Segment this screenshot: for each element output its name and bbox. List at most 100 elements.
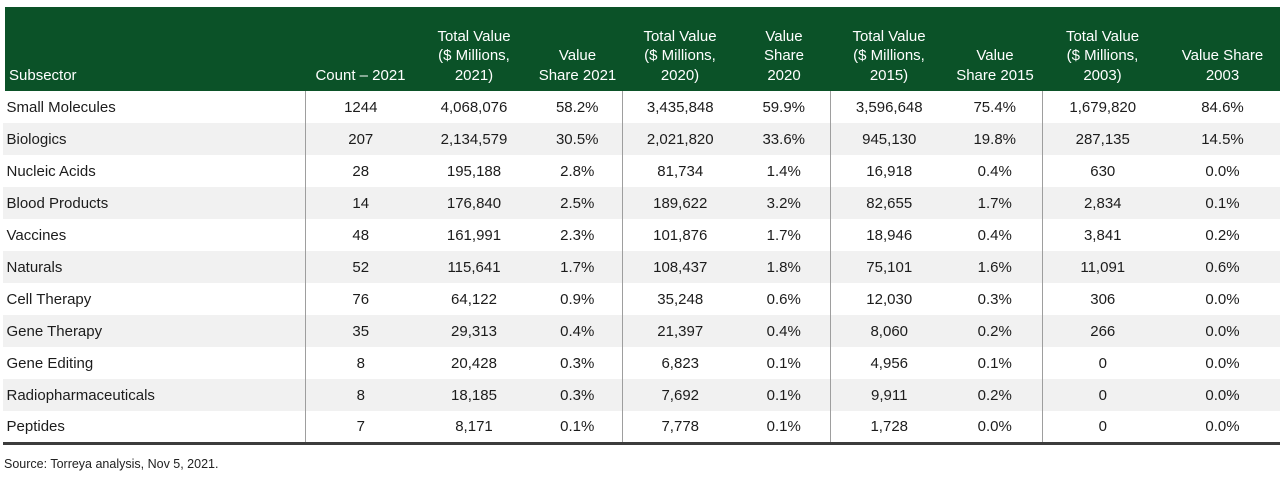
cell-count_2021: 8 xyxy=(356,354,365,372)
cell-count_2021: 48 xyxy=(352,226,370,244)
cell-count_2021: 76 xyxy=(352,290,370,308)
cell-vs_2020: 0.4% xyxy=(737,315,831,347)
cell-tv_2015: 945,130 xyxy=(862,130,917,148)
cell-vs_2020: 0.1% xyxy=(737,379,831,411)
cell-tv_2003: 630 xyxy=(1090,162,1116,180)
cell-subsector: Gene Therapy xyxy=(2,315,306,347)
cell-subsector: Radiopharmaceuticals xyxy=(2,379,306,411)
cell-tv_2020: 7,778 xyxy=(661,417,700,435)
table-row: Gene Therapy 35 29,313 0.4% 21,397 0.4% 8,060 0… xyxy=(2,315,1280,347)
cell-tv_2021: 195,188 xyxy=(446,162,502,180)
table-row: Blood Products 14 176,840 2.5% 189,622 3.2% 82… xyxy=(2,187,1280,219)
table-row: Biologics 207 2,134,579 30.5% 2,021,820 33.6%… xyxy=(2,123,1280,155)
cell-vs_2003: 84.6% xyxy=(1201,98,1244,116)
cell-vs_2020: 1.7% xyxy=(737,219,831,251)
cell-subsector: Small Molecules xyxy=(2,91,306,123)
cell-tv_2021: 2,134,579 xyxy=(440,130,508,148)
table-row: Naturals 52 115,641 1.7% 108,437 1.8% 75,101 1.… xyxy=(2,251,1280,283)
cell-vs_2021: 58.2% xyxy=(532,91,623,123)
cell-tv_2003: 306 xyxy=(1090,290,1116,308)
cell-subsector: Cell Therapy xyxy=(2,283,306,315)
cell-count_2021: 1244 xyxy=(344,98,378,116)
cell-tv_2015: 16,918 xyxy=(866,162,913,180)
cell-vs_2015: 19.8% xyxy=(947,123,1043,155)
cell-tv_2015: 18,946 xyxy=(866,226,913,244)
header-value-share-2021: Value Share 2021 xyxy=(532,7,623,91)
cell-vs_2020: 1.4% xyxy=(737,155,831,187)
cell-vs_2015: 0.4% xyxy=(947,155,1043,187)
cell-vs_2003: 0.0% xyxy=(1205,386,1240,404)
cell-tv_2020: 21,397 xyxy=(657,322,704,340)
cell-tv_2020: 35,248 xyxy=(657,290,704,308)
cell-vs_2021: 2.3% xyxy=(532,219,623,251)
cell-subsector: Biologics xyxy=(2,123,306,155)
cell-tv_2015: 8,060 xyxy=(870,322,909,340)
cell-vs_2015: 0.2% xyxy=(947,315,1043,347)
cell-subsector: Peptides xyxy=(2,411,306,443)
header-total-value-2021: Total Value ($ Millions, 2021) xyxy=(415,7,533,91)
cell-count_2021: 35 xyxy=(352,322,370,340)
cell-subsector: Naturals xyxy=(2,251,306,283)
cell-vs_2020: 0.6% xyxy=(737,283,831,315)
cell-tv_2020: 189,622 xyxy=(653,194,708,212)
table-header: Subsector Count – 2021 Total Value ($ Mi… xyxy=(0,7,1280,91)
cell-count_2021: 52 xyxy=(352,258,370,276)
table-body: Small Molecules 1244 4,068,076 58.2% 3,435,8… xyxy=(2,91,1280,443)
cell-vs_2021: 0.4% xyxy=(532,315,623,347)
table-row: Vaccines 48 161,991 2.3% 101,876 1.7% 18,946 0.… xyxy=(2,219,1280,251)
cell-vs_2020: 1.8% xyxy=(737,251,831,283)
cell-vs_2020: 59.9% xyxy=(737,91,831,123)
cell-vs_2003: 0.2% xyxy=(1205,226,1240,244)
cell-tv_2015: 82,655 xyxy=(866,194,913,212)
cell-tv_2020: 101,876 xyxy=(653,226,708,244)
cell-tv_2021: 115,641 xyxy=(447,258,501,276)
table-row: Gene Editing 8 20,428 0.3% 6,823 0.1% 4,956 0.1… xyxy=(2,347,1280,379)
cell-count_2021: 207 xyxy=(348,130,374,148)
cell-tv_2003: 0 xyxy=(1098,386,1107,404)
cell-count_2021: 7 xyxy=(356,417,365,435)
cell-tv_2020: 108,437 xyxy=(653,258,708,276)
cell-tv_2003: 1,679,820 xyxy=(1069,98,1137,116)
header-value-share-2020: Value Share 2020 xyxy=(737,7,831,91)
cell-vs_2021: 30.5% xyxy=(532,123,623,155)
cell-tv_2003: 2,834 xyxy=(1083,194,1122,212)
cell-vs_2021: 2.8% xyxy=(532,155,623,187)
cell-vs_2020: 0.1% xyxy=(737,411,831,443)
header-total-value-2015: Total Value ($ Millions, 2015) xyxy=(830,7,948,91)
cell-vs_2003: 0.0% xyxy=(1205,354,1240,372)
cell-tv_2015: 75,101 xyxy=(866,258,913,276)
cell-vs_2015: 0.3% xyxy=(947,283,1043,315)
cell-tv_2015: 1,728 xyxy=(870,417,909,435)
cell-tv_2003: 266 xyxy=(1090,322,1116,340)
header-row: Subsector Count – 2021 Total Value ($ Mi… xyxy=(0,7,1280,91)
cell-vs_2021: 0.3% xyxy=(532,347,623,379)
cell-tv_2015: 12,030 xyxy=(866,290,913,308)
cell-vs_2020: 0.1% xyxy=(737,347,831,379)
header-value-share-2015: Value Share 2015 xyxy=(947,7,1043,91)
cell-tv_2003: 0 xyxy=(1098,417,1107,435)
cell-vs_2021: 0.3% xyxy=(532,379,623,411)
cell-vs_2015: 0.0% xyxy=(947,411,1043,443)
cell-vs_2003: 14.5% xyxy=(1201,130,1244,148)
cell-subsector: Nucleic Acids xyxy=(2,155,306,187)
cell-subsector: Gene Editing xyxy=(2,347,306,379)
cell-vs_2015: 1.7% xyxy=(947,187,1043,219)
table-row: Peptides 7 8,171 0.1% 7,778 0.1% 1,728 0.0% 0 0.0… xyxy=(2,411,1280,443)
cell-vs_2015: 0.1% xyxy=(947,347,1043,379)
cell-tv_2015: 3,596,648 xyxy=(855,98,923,116)
cell-vs_2021: 0.9% xyxy=(532,283,623,315)
header-value-share-2003: Value Share 2003 xyxy=(1162,7,1280,91)
cell-vs_2015: 1.6% xyxy=(947,251,1043,283)
cell-vs_2015: 0.4% xyxy=(947,219,1043,251)
cell-vs_2015: 0.2% xyxy=(947,379,1043,411)
cell-subsector: Blood Products xyxy=(2,187,306,219)
cell-tv_2020: 3,435,848 xyxy=(646,98,714,116)
cell-vs_2003: 0.0% xyxy=(1205,417,1240,435)
table-row: Radiopharmaceuticals 8 18,185 0.3% 7,692 0.1%… xyxy=(2,379,1280,411)
table-row: Small Molecules 1244 4,068,076 58.2% 3,435,8… xyxy=(2,91,1280,123)
report-page: Subsector Count – 2021 Total Value ($ Mi… xyxy=(0,7,1280,471)
cell-tv_2003: 0 xyxy=(1098,354,1107,372)
cell-vs_2020: 33.6% xyxy=(737,123,831,155)
header-subsector: Subsector xyxy=(0,7,306,91)
subsector-value-table: Subsector Count – 2021 Total Value ($ Mi… xyxy=(0,7,1280,445)
